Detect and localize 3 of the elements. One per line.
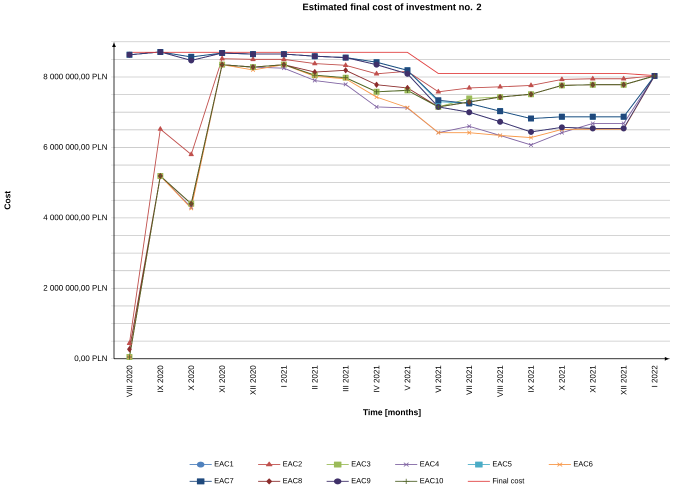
x-axis-title: Time [months] xyxy=(363,409,421,417)
chart-title: Estimated final cost of investment no. 2 xyxy=(303,3,482,10)
y-axis-title: Cost xyxy=(4,191,10,210)
